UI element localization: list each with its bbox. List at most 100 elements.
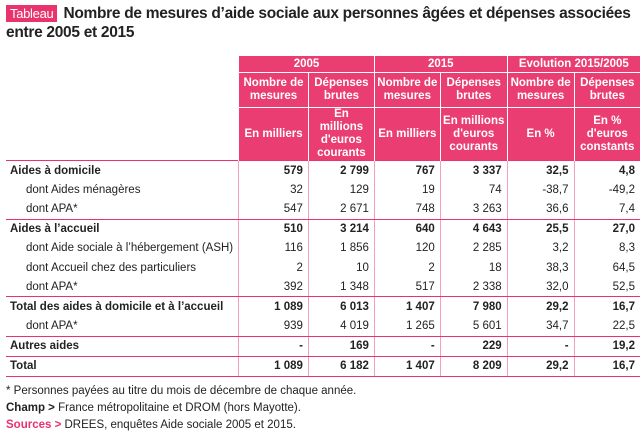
- cell: 939: [238, 316, 309, 337]
- cell: 16,7: [573, 296, 640, 317]
- cell: 32,5: [506, 160, 575, 181]
- cell: 32: [238, 180, 309, 200]
- table-row: Autres aides -169-229-19,2: [6, 336, 640, 357]
- cell: 2: [373, 257, 441, 278]
- table-row: Aides à l’accueil 510 3 214 640 4 643 25,5 27,…: [6, 219, 640, 239]
- row-label: Total: [6, 356, 239, 378]
- cell: 10: [307, 257, 375, 278]
- row-label: dont APA*: [6, 277, 239, 298]
- cell: 36,6: [506, 199, 575, 220]
- blank: [6, 73, 239, 108]
- cell: 2 799: [307, 160, 375, 181]
- cell: 8 209: [439, 356, 508, 378]
- cell: -: [373, 336, 441, 357]
- cell: 38,3: [506, 257, 575, 278]
- table-row: Total des aides à domicile et à l’accuei…: [6, 296, 640, 317]
- cell: 29,2: [506, 356, 575, 378]
- cell: 22,5: [573, 316, 640, 337]
- cell: 6 182: [307, 356, 375, 378]
- group-header: 2005: [238, 56, 375, 73]
- cell: 52,5: [573, 277, 640, 298]
- group-header: Evolution 2015/2005: [506, 56, 640, 73]
- header-row: Nombre de mesures Dépenses brutes Nombre d…: [6, 72, 640, 108]
- cell: 4 019: [307, 316, 375, 337]
- cell: -49,2: [573, 180, 640, 200]
- cell: 767: [373, 160, 441, 181]
- table-head: 2005 2015 Evolution 2015/2005 Nombre de me…: [6, 56, 640, 161]
- column-header: Nombre de mesures: [506, 72, 575, 108]
- cell: 6 013: [307, 296, 375, 317]
- data-table: 2005 2015 Evolution 2015/2005 Nombre de me…: [6, 56, 640, 378]
- cell: -: [506, 336, 575, 357]
- cell: 18: [439, 257, 508, 278]
- footnote: * Personnes payées au titre du mois de d…: [6, 385, 357, 397]
- cell: -38,7: [506, 180, 575, 200]
- cell: 1 856: [307, 238, 375, 258]
- cell: 579: [238, 160, 309, 181]
- cell: 4,8: [573, 160, 640, 181]
- notes: * Personnes payées au titre du mois de d…: [6, 383, 356, 434]
- cell: 2 285: [439, 238, 508, 258]
- cell: 3,2: [506, 238, 575, 258]
- row-label: dont APA*: [6, 199, 239, 220]
- unit-row: En milliers En millions d'euros courants E…: [6, 107, 640, 161]
- cell: 1 407: [373, 296, 441, 317]
- unit-header: En milliers: [373, 107, 441, 161]
- cell: 27,0: [573, 219, 640, 239]
- cell: 640: [373, 219, 441, 239]
- column-header: Dépenses brutes: [439, 72, 508, 108]
- cell: 517: [373, 277, 441, 298]
- cell: 129: [307, 180, 375, 200]
- header: Tableau Nombre de mesures d’aide sociale …: [6, 4, 634, 42]
- group-row: 2005 2015 Evolution 2015/2005: [6, 56, 640, 73]
- unit-header: En millions d'euros courants: [307, 107, 375, 161]
- row-label: Aides à l’accueil: [10, 223, 100, 236]
- cell: 1 348: [307, 277, 375, 298]
- table-row: dont Aide sociale à l’hébergement (ASH) 1…: [6, 238, 640, 258]
- cell: 3 214: [307, 219, 375, 239]
- row-label: Autres aides: [6, 336, 239, 357]
- row-label: dont Aide sociale à l’hébergement (ASH): [26, 242, 234, 255]
- cell: 1 407: [373, 356, 441, 378]
- row-label: dont Aides ménagères: [26, 183, 141, 196]
- cell: 32,0: [506, 277, 575, 298]
- cell: 4 643: [439, 219, 508, 239]
- cell: 748: [373, 199, 441, 220]
- row-label: dont Accueil chez des particuliers: [26, 261, 197, 274]
- blank: [6, 107, 239, 161]
- cell: 116: [238, 238, 309, 258]
- row-label: Aides à domicile: [6, 160, 239, 181]
- table-row: Aides à domicile 579 2 799 767 3 337 32,5 4,8: [6, 160, 640, 181]
- cell: 7 980: [439, 296, 508, 317]
- group-header: 2015: [373, 56, 508, 73]
- cell: -: [238, 336, 309, 357]
- cell: 3 337: [439, 160, 508, 181]
- cell: 392: [238, 277, 309, 298]
- badge: Tableau: [6, 5, 58, 22]
- unit-header: En % d'euros constants: [573, 107, 640, 161]
- table-row: Total 1 089 6 182 1 407 8 209 29,2 16,7: [6, 356, 640, 378]
- cell: 74: [439, 180, 508, 200]
- cell: 34,7: [506, 316, 575, 337]
- cell: 29,2: [506, 296, 575, 317]
- cell: 2: [238, 257, 309, 278]
- cell: 25,5: [506, 219, 575, 239]
- cell: 1 265: [373, 316, 441, 337]
- unit-header: En millions d'euros courants: [439, 107, 508, 161]
- row-label: dont APA*: [6, 316, 239, 337]
- cell: 2 671: [307, 199, 375, 220]
- cell: 19,2: [573, 336, 640, 357]
- cell: 547: [238, 199, 309, 220]
- cell: 169: [307, 336, 375, 357]
- sources-text: DREES, enquêtes Aide sociale 2005 et 201…: [64, 419, 296, 431]
- unit-header: En milliers: [238, 107, 309, 161]
- title: Nombre de mesures d’aide sociale aux per…: [6, 5, 631, 41]
- column-header: Nombre de mesures: [373, 72, 441, 108]
- table-row: dont APA* 547 2 671 748 3 263 36,6 7,4: [6, 199, 640, 220]
- cell: 64,5: [573, 257, 640, 278]
- cell: 5 601: [439, 316, 508, 337]
- sources: Sources > DREES, enquêtes Aide sociale 2…: [6, 417, 356, 434]
- cell: 1 089: [238, 356, 309, 378]
- sources-label: Sources >: [6, 419, 62, 431]
